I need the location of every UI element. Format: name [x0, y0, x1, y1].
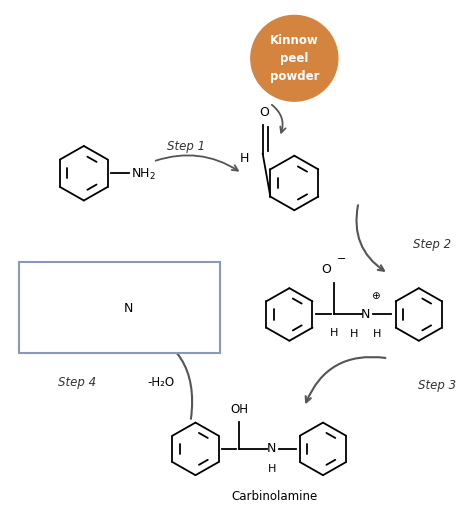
Text: N: N	[124, 302, 133, 315]
Text: NH$_2$: NH$_2$	[131, 167, 156, 182]
Text: H: H	[267, 464, 276, 475]
Text: -H₂O: -H₂O	[147, 376, 174, 389]
Text: ⊕: ⊕	[371, 291, 380, 301]
Circle shape	[251, 15, 338, 101]
Text: −: −	[337, 254, 346, 264]
Text: O: O	[260, 105, 270, 119]
Text: Carbinolamine: Carbinolamine	[231, 490, 318, 503]
Text: N: N	[267, 443, 276, 455]
Text: Step 3: Step 3	[418, 379, 456, 392]
Text: H: H	[349, 329, 358, 339]
Text: N: N	[361, 308, 370, 321]
Text: Step 2: Step 2	[413, 238, 451, 251]
Text: H: H	[239, 152, 249, 165]
Text: H: H	[329, 328, 338, 338]
Text: OH: OH	[230, 403, 248, 416]
Text: O: O	[321, 263, 331, 275]
Text: Step 1: Step 1	[166, 140, 205, 154]
Text: H: H	[373, 329, 382, 339]
FancyBboxPatch shape	[18, 262, 220, 353]
Text: Kinnow
peel
powder: Kinnow peel powder	[270, 34, 319, 83]
Text: Step 4: Step 4	[58, 376, 96, 389]
